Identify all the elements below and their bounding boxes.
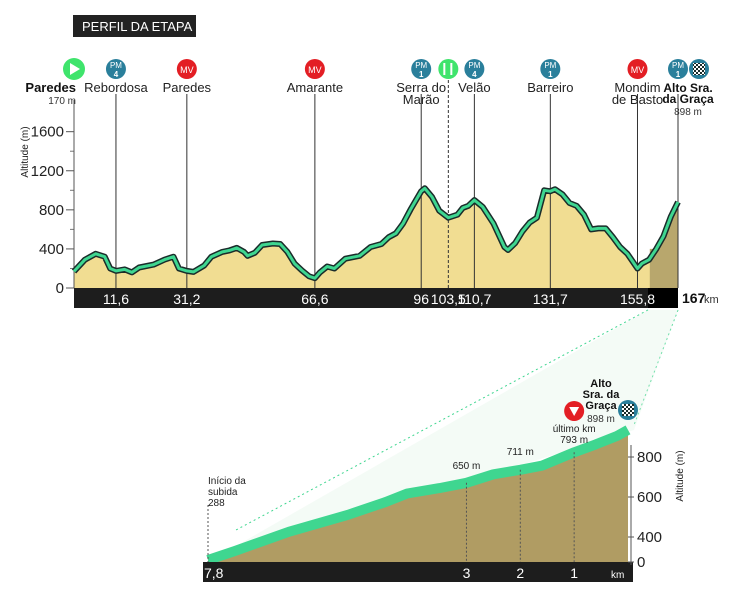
title-box: PERFIL DA ETAPA — [73, 15, 196, 37]
down-triangle-icon — [569, 407, 580, 416]
total-km-label: 167 — [682, 290, 706, 306]
y-tick-label: 1200 — [31, 163, 64, 180]
sprint-mv-icon-label: MV — [308, 65, 322, 75]
km-altitude-label: 650 m — [453, 461, 481, 472]
place-name: Barreiro — [527, 80, 573, 95]
chart-title: PERFIL DA ETAPA — [82, 19, 193, 34]
place-name: Velão — [458, 80, 491, 95]
climb-km-bar — [203, 562, 633, 582]
finish-altitude: 898 m — [587, 414, 615, 425]
mountain-pm-icon — [411, 59, 432, 79]
total-km-unit: km — [704, 294, 719, 306]
place-name: Serra do — [396, 80, 446, 95]
place-name: Alto Sra. — [663, 81, 712, 95]
place-name: Amarante — [287, 80, 343, 95]
km-axis-bar-end — [648, 288, 678, 308]
feed-zone-icon — [438, 59, 459, 79]
x-tick-label: 3 — [463, 565, 471, 581]
sprint-mv-icon — [304, 59, 325, 79]
place-name: Rebordosa — [84, 80, 148, 95]
checkered-flag-icon — [693, 63, 705, 75]
place-name: Mondim — [614, 80, 660, 95]
y-axis-label: Altitude (m) — [675, 450, 686, 501]
y-tick-label: 600 — [637, 489, 662, 506]
zoom-guide-area — [208, 310, 678, 562]
sprint-mv-icon-label: MV — [631, 65, 645, 75]
place-name: de Basto — [612, 92, 663, 107]
profile-line — [72, 186, 680, 280]
cutlery-icon — [443, 63, 453, 75]
climb-start-label: subida — [208, 487, 238, 498]
place-name: Paredes — [25, 80, 76, 95]
x-tick-label: 96 — [413, 291, 429, 307]
place-altitude: 170 m — [48, 96, 76, 107]
mountain-pm-icon — [105, 59, 126, 79]
x-tick-label: 31,2 — [173, 291, 200, 307]
sprint-mv-icon — [627, 59, 648, 79]
x-tick-label: 11,6 — [103, 291, 129, 307]
finish-name: Graça — [585, 400, 617, 412]
mountain-pm-icon-label: PM — [544, 61, 556, 70]
climb-detail-profile: 7,8 3 2 1 km 0 400 600 800 Altitude (m) Início das… — [203, 309, 686, 582]
mountain-pm-icon-label: PM — [468, 61, 480, 70]
mountain-pm-icon — [540, 59, 561, 79]
x-tick-label: 155,8 — [620, 291, 655, 307]
x-tick-label: 131,7 — [533, 291, 568, 307]
place-name: Marão — [403, 92, 440, 107]
y-tick-label: 0 — [637, 554, 645, 571]
profile-area — [74, 188, 678, 288]
play-icon — [70, 63, 80, 75]
climb-start-label: 288 — [208, 498, 225, 509]
last-km-label: 793 m — [560, 435, 588, 446]
km-altitude-label: 711 m — [507, 447, 534, 458]
x-tick-label: 110,7 — [457, 291, 491, 307]
mountain-pm-icon-label: PM — [110, 61, 122, 70]
x-tick-label: 66,6 — [301, 291, 328, 307]
km-axis-bar — [74, 288, 678, 308]
climb-start-label: Início da — [208, 476, 246, 487]
mountain-pm-icon-label: PM — [415, 61, 427, 70]
y-tick-label: 400 — [637, 529, 662, 546]
place-altitude: 898 m — [674, 107, 702, 118]
y-tick-label: 800 — [39, 202, 64, 219]
sprint-mv-icon — [176, 59, 197, 79]
finish-name: Alto — [590, 378, 612, 390]
place-name: Paredes — [163, 80, 212, 95]
y-tick-label: 800 — [637, 449, 662, 466]
x-tick-label: 7,8 — [204, 565, 224, 581]
mountain-category: 1 — [419, 70, 424, 79]
mountain-pm-icon — [668, 59, 688, 79]
x-tick-label: 103,5 — [431, 291, 466, 307]
x-tick-label: 1 — [570, 565, 578, 581]
y-tick-label: 400 — [39, 241, 64, 258]
zoom-guide-line — [633, 309, 679, 426]
sprint-mv-icon-label: MV — [180, 65, 194, 75]
y-axis-label: Altitude (m) — [20, 126, 31, 177]
mountain-category: 1 — [548, 70, 553, 79]
mountain-category: 1 — [676, 70, 681, 79]
y-tick-label: 0 — [56, 280, 64, 297]
mountain-pm-icon-label: PM — [672, 61, 684, 70]
x-tick-label: 2 — [516, 565, 524, 581]
mountain-category: 4 — [472, 70, 477, 79]
mountain-category: 4 — [114, 70, 119, 79]
km-unit-label: km — [611, 570, 624, 581]
y-tick-label: 1600 — [31, 124, 64, 141]
place-name: da Graça — [662, 92, 714, 106]
last-km-label: último km — [553, 424, 596, 435]
mountain-pm-icon — [464, 59, 485, 79]
finish-name: Sra. da — [583, 389, 621, 401]
checkered-flag-icon — [622, 404, 634, 416]
